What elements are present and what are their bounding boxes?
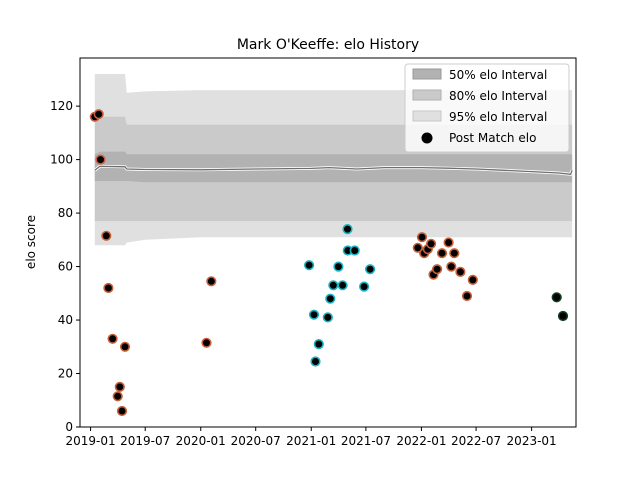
post-match-point xyxy=(449,248,460,259)
x-tick-label: 2019-07 xyxy=(120,434,170,448)
x-tick-label: 2021-01 xyxy=(286,434,336,448)
legend-label-95: 95% elo Interval xyxy=(449,110,547,124)
y-tick-label: 80 xyxy=(58,206,73,220)
post-match-point xyxy=(325,293,336,304)
post-match-point xyxy=(443,237,454,248)
post-match-point xyxy=(201,337,212,348)
x-tick-label: 2020-07 xyxy=(231,434,281,448)
y-tick-label: 60 xyxy=(58,260,73,274)
post-match-point xyxy=(103,282,114,294)
post-match-point xyxy=(206,276,217,287)
post-match-point xyxy=(455,266,466,278)
plot-frame xyxy=(79,57,577,428)
post-match-point xyxy=(342,224,353,235)
legend-swatch-95 xyxy=(412,110,442,122)
post-match-point xyxy=(432,264,443,275)
post-match-point xyxy=(116,405,128,417)
mean-line xyxy=(94,165,573,176)
legend-box xyxy=(404,63,570,153)
legend-swatch-80 xyxy=(412,89,442,101)
post-match-point xyxy=(304,260,315,271)
x-tick-label: 2021-07 xyxy=(341,434,391,448)
post-match-point xyxy=(333,261,344,272)
post-match-point xyxy=(426,238,437,249)
legend-label-50: 50% elo Interval xyxy=(449,68,547,82)
post-match-point xyxy=(107,333,118,344)
post-match-point xyxy=(359,281,370,292)
y-tick-label: 100 xyxy=(50,153,73,167)
x-axis-ticks: 2019-01 2019-07 2020-01 2020-07 2021-01 2021-… xyxy=(65,427,557,448)
post-match-point xyxy=(446,261,457,272)
legend-label-post-match: Post Match elo xyxy=(449,131,536,145)
legend: 50% elo Interval 80% elo Interval 95% el… xyxy=(404,63,570,153)
x-tick-label: 2022-01 xyxy=(396,434,446,448)
post-match-point xyxy=(308,309,320,320)
x-tick-label: 2022-07 xyxy=(451,434,501,448)
post-match-point xyxy=(93,109,104,120)
x-tick-label: 2020-01 xyxy=(176,434,226,448)
post-match-point xyxy=(365,264,376,275)
y-tick-label: 120 xyxy=(50,99,73,113)
post-match-point xyxy=(436,248,448,259)
y-axis-ticks: 0 20 40 60 80 100 120 xyxy=(50,99,80,434)
post-match-point xyxy=(467,274,478,286)
post-match-point xyxy=(119,341,131,352)
post-match-point xyxy=(114,381,125,393)
legend-label-80: 80% elo Interval xyxy=(449,89,547,103)
post-match-point xyxy=(349,245,360,256)
y-tick-label: 0 xyxy=(65,420,73,434)
y-tick-label: 20 xyxy=(58,367,73,381)
y-axis-label: elo score xyxy=(24,215,38,269)
post-match-point xyxy=(557,310,569,322)
post-match-point xyxy=(101,230,112,241)
post-match-point xyxy=(95,154,106,165)
post-match-point xyxy=(322,312,333,323)
post-match-point xyxy=(412,242,423,253)
post-match-point xyxy=(328,280,339,291)
chart-title: Mark O'Keeffe: elo History xyxy=(237,37,419,53)
post-match-point xyxy=(461,290,473,302)
legend-swatch-50 xyxy=(412,68,442,80)
x-tick-label: 2023-01 xyxy=(507,434,557,448)
post-match-points xyxy=(89,109,569,417)
x-tick-label: 2019-01 xyxy=(65,434,115,448)
mean-line-layer xyxy=(93,164,574,176)
legend-marker-post-match xyxy=(421,132,433,144)
y-tick-label: 40 xyxy=(58,313,73,327)
post-match-point xyxy=(112,391,123,402)
post-match-point xyxy=(310,356,321,367)
post-match-point xyxy=(337,280,348,291)
post-match-point xyxy=(416,232,428,243)
post-match-point xyxy=(551,292,562,303)
post-match-point xyxy=(313,339,324,350)
